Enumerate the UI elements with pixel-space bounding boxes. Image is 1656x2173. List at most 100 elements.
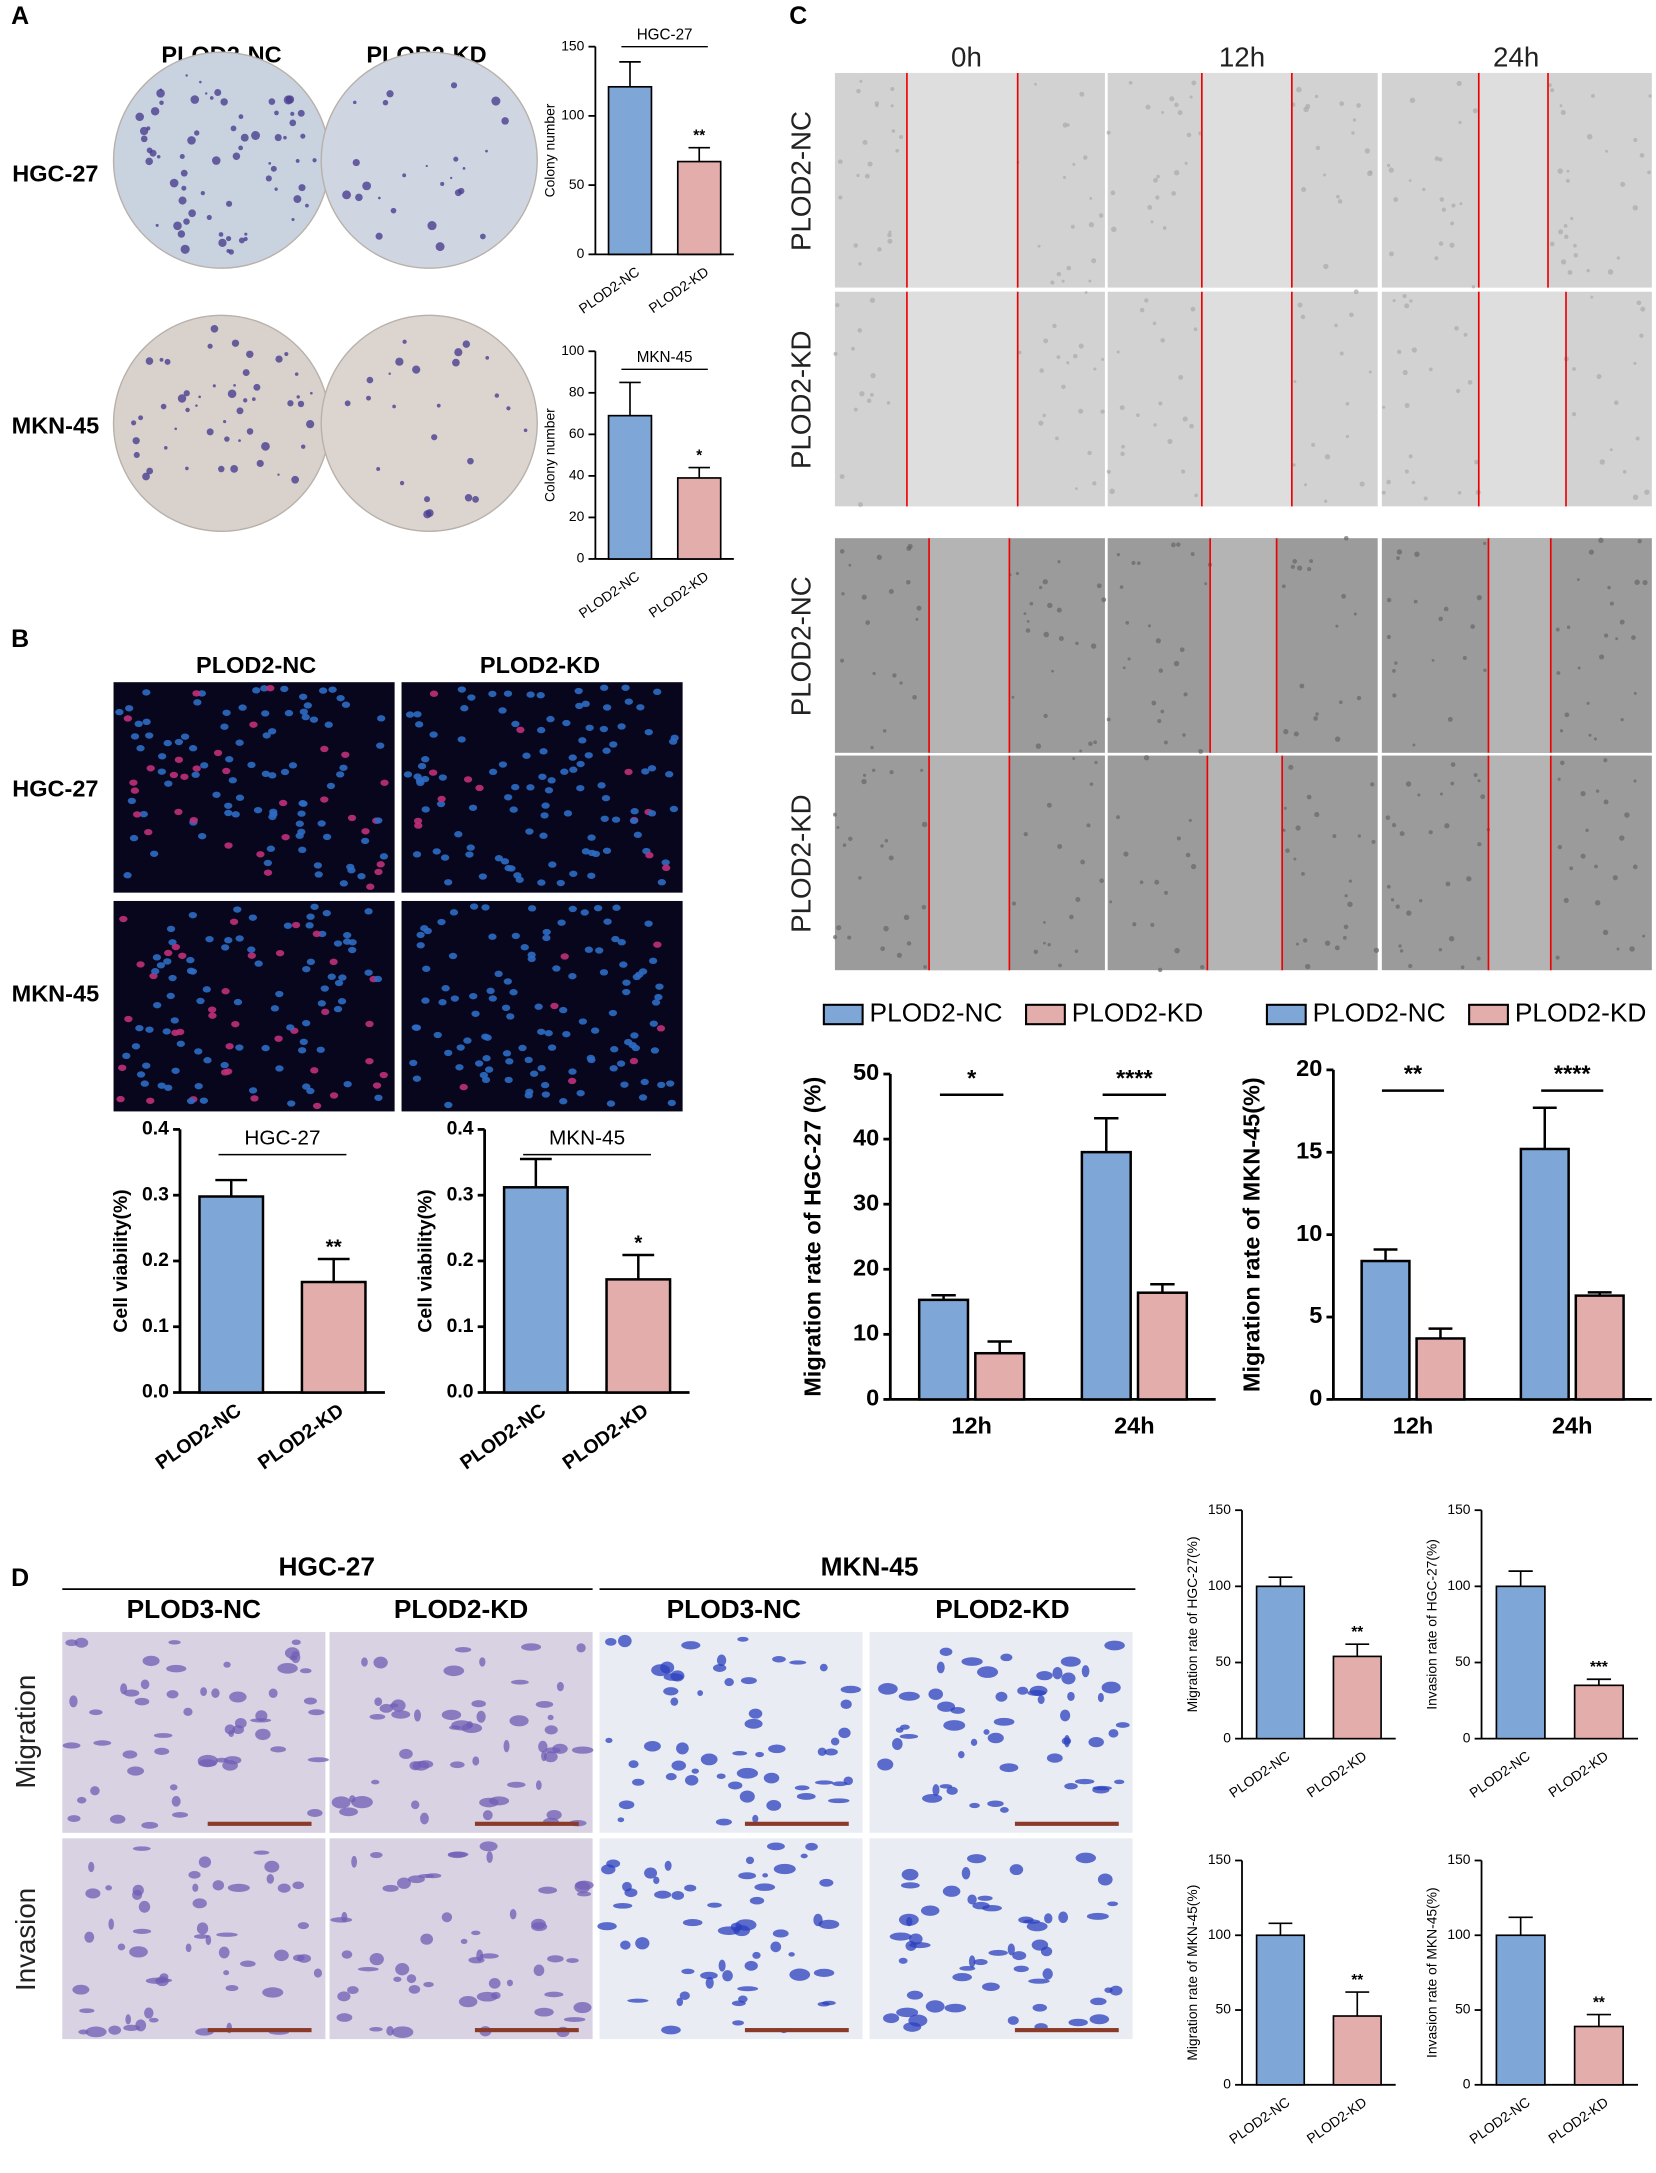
colony — [146, 147, 153, 154]
stained-cell — [681, 1968, 695, 1975]
stained-cell — [299, 1668, 312, 1674]
cell — [1151, 700, 1157, 706]
transwell-image — [599, 1632, 863, 1833]
stained-cell — [613, 1902, 633, 1909]
y-tick-label: 20 — [569, 508, 585, 524]
nucleus — [207, 1006, 217, 1013]
cell — [1301, 186, 1307, 192]
bar — [1519, 1147, 1570, 1401]
stained-cell — [357, 1966, 379, 1972]
cell — [1573, 243, 1577, 248]
cell — [1349, 312, 1354, 318]
cell — [1011, 901, 1016, 906]
nucleus — [188, 968, 198, 975]
stained-cell — [622, 1881, 632, 1892]
stained-cell — [391, 1699, 406, 1712]
cell — [1386, 479, 1391, 485]
nucleus — [454, 831, 463, 838]
nucleus — [224, 802, 233, 809]
cell — [1441, 207, 1447, 212]
nucleus — [164, 1084, 173, 1091]
cell — [1296, 86, 1302, 93]
colony — [256, 459, 264, 468]
stained-cell — [361, 1657, 368, 1667]
nucleus — [520, 944, 529, 951]
nucleus — [115, 708, 124, 716]
significance: *** — [1590, 1659, 1608, 1676]
nucleus — [116, 1095, 125, 1103]
stained-cell — [654, 1890, 672, 1899]
cell — [1313, 716, 1318, 721]
nucleus — [317, 1000, 326, 1007]
cell — [1647, 170, 1651, 175]
stained-cell — [232, 1725, 245, 1735]
cell — [1094, 760, 1098, 765]
stained-cell — [1109, 1985, 1123, 1996]
cell — [1629, 946, 1635, 952]
cell — [1431, 658, 1435, 662]
cell — [1359, 481, 1365, 487]
cell — [1594, 900, 1601, 906]
cell — [874, 101, 880, 106]
y-axis-label: Colony number — [542, 103, 558, 197]
nucleus — [263, 859, 272, 867]
nucleus — [655, 983, 664, 990]
nucleus — [575, 702, 584, 710]
cell — [1373, 947, 1380, 953]
cell — [1086, 823, 1091, 828]
cell — [1556, 671, 1561, 675]
cell — [887, 232, 892, 238]
cell — [890, 104, 894, 108]
y-axis-label: Invasion rate of MKN-45(%) — [1424, 1887, 1440, 2058]
y-tick-label: 50 — [853, 1059, 879, 1085]
cell — [1399, 831, 1405, 837]
stained-cell — [605, 1637, 617, 1646]
nucleus — [647, 765, 657, 772]
stained-cell — [371, 1779, 380, 1785]
cell — [1392, 298, 1396, 303]
cell — [1388, 251, 1394, 257]
row-header: HGC-27 — [12, 161, 98, 187]
cell — [1438, 947, 1443, 952]
nucleus — [563, 810, 573, 817]
nucleus — [448, 952, 458, 960]
stained-cell — [409, 1761, 422, 1771]
cell — [1406, 910, 1412, 916]
nucleus — [280, 768, 290, 776]
stained-cell — [789, 1968, 811, 1981]
nucleus — [608, 1009, 618, 1017]
nucleus — [298, 846, 307, 854]
cell — [1084, 291, 1088, 294]
cell — [1096, 583, 1102, 589]
cell — [1015, 571, 1020, 576]
nucleus — [638, 968, 648, 975]
cell — [1571, 411, 1577, 417]
colony — [436, 403, 441, 408]
stained-cell — [644, 1867, 658, 1879]
nucleus — [494, 970, 503, 978]
cell — [1598, 537, 1604, 544]
cell — [1154, 879, 1160, 885]
cell — [1342, 935, 1347, 940]
nucleus — [129, 779, 138, 786]
stained-cell — [1068, 2018, 1088, 2027]
stained-cell — [754, 1883, 776, 1891]
nucleus — [263, 869, 273, 876]
stained-cell — [1089, 2014, 1110, 2025]
nucleus — [310, 1067, 319, 1074]
stained-cell — [105, 1885, 113, 1891]
cell — [1324, 499, 1328, 503]
nucleus — [649, 1020, 658, 1027]
cell — [1563, 223, 1568, 228]
cell — [839, 474, 845, 479]
colony — [145, 357, 154, 365]
cell — [851, 346, 855, 351]
nucleus — [414, 721, 424, 728]
y-tick-label: 150 — [1447, 1501, 1470, 1517]
nucleus — [360, 837, 370, 845]
nucleus — [415, 777, 425, 784]
stained-cell — [676, 1742, 689, 1755]
nucleus — [484, 1066, 494, 1073]
nucleus — [537, 726, 546, 734]
cell — [870, 373, 876, 379]
